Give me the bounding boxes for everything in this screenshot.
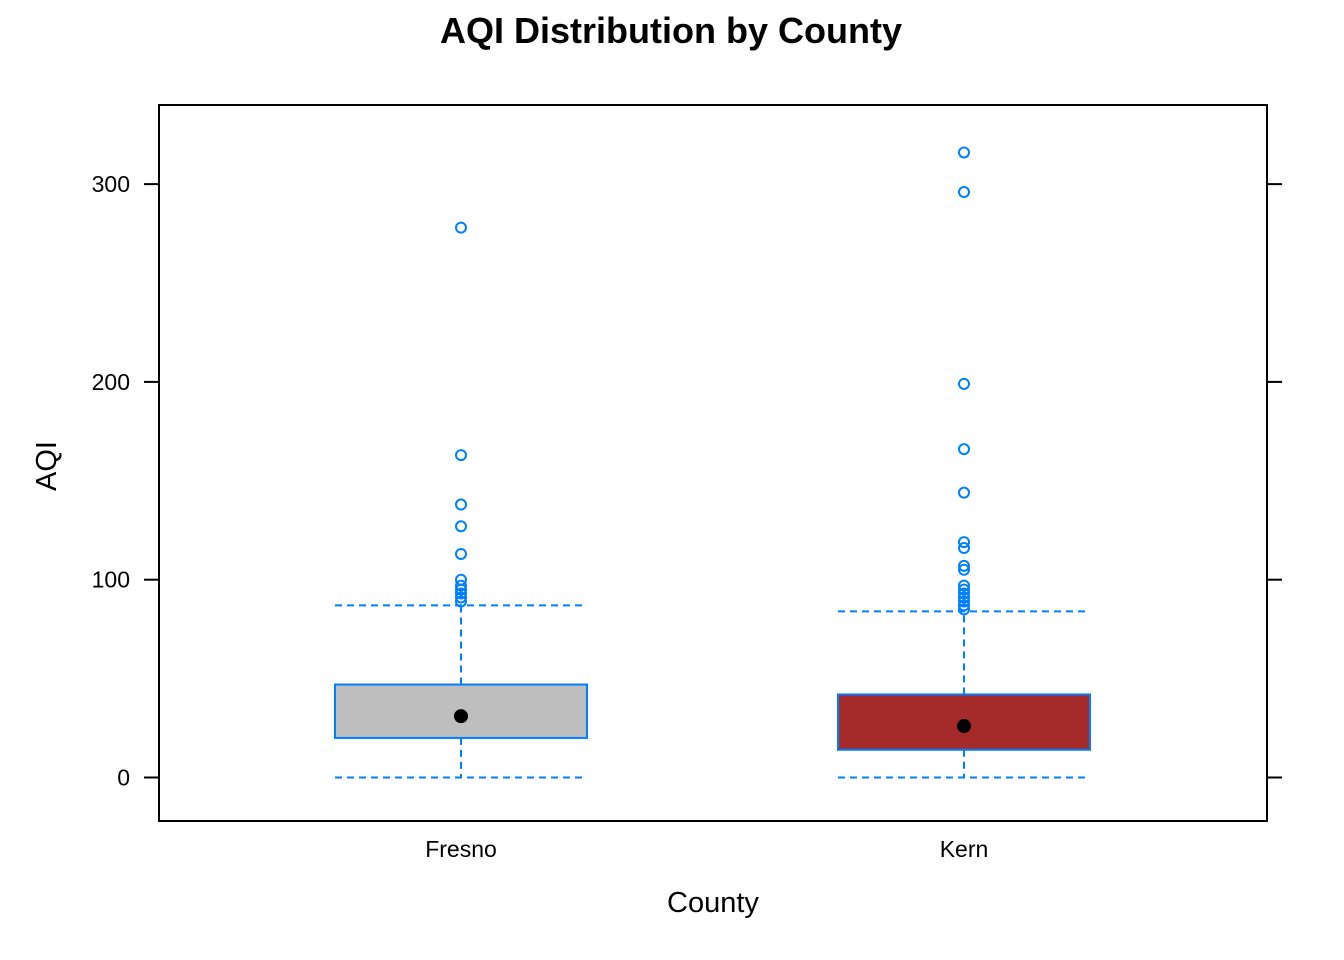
- y-axis-right: [1267, 183, 1282, 779]
- y-tick-label: 200: [92, 369, 130, 395]
- outlier-point: [958, 559, 970, 572]
- x-axis: Fresno Kern: [425, 836, 988, 862]
- outlier-point: [455, 449, 467, 462]
- x-tick-label: Fresno: [425, 836, 497, 862]
- outlier-point: [958, 443, 970, 456]
- outlier-point: [958, 599, 970, 612]
- y-axis: 0 100 200 300: [92, 171, 159, 790]
- outlier-point: [958, 146, 970, 159]
- outlier-point: [958, 579, 970, 592]
- outlier-point: [958, 563, 970, 576]
- outlier-point: [958, 587, 970, 600]
- x-tick-label: Kern: [940, 836, 989, 862]
- y-tick-label: 100: [92, 567, 130, 593]
- outlier-point: [455, 498, 467, 511]
- plot-frame: [158, 104, 1268, 822]
- outlier-point: [958, 536, 970, 549]
- outlier-point: [455, 591, 467, 604]
- outlier-point: [958, 186, 970, 199]
- x-axis-label: County: [667, 887, 759, 919]
- outlier-point: [455, 547, 467, 560]
- box-kern: [837, 146, 1091, 779]
- outlier-point: [958, 377, 970, 390]
- outlier-point: [455, 520, 467, 533]
- y-tick-label: 0: [117, 764, 130, 790]
- outlier-point: [455, 221, 467, 234]
- outlier-point: [958, 542, 970, 555]
- outlier-point: [958, 595, 970, 608]
- y-tick-label: 300: [92, 171, 130, 197]
- outlier-point: [455, 579, 467, 592]
- chart-title: AQI Distribution by County: [440, 10, 902, 51]
- y-axis-label: AQI: [31, 441, 63, 491]
- outlier-point: [958, 486, 970, 499]
- box-fresno: [334, 221, 588, 779]
- median-point: [957, 719, 971, 734]
- boxes: [334, 146, 1091, 779]
- outlier-point: [958, 583, 970, 596]
- outlier-point: [958, 591, 970, 604]
- outlier-point: [455, 573, 467, 586]
- median-point: [454, 709, 468, 724]
- outlier-point: [455, 587, 467, 600]
- outlier-point: [455, 595, 467, 608]
- outlier-point: [958, 603, 970, 616]
